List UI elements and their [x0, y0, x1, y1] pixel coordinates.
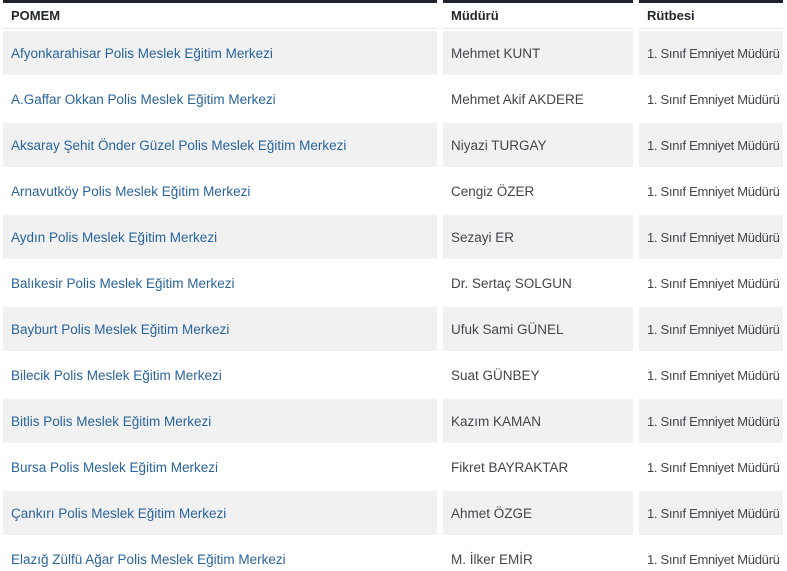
- pomem-cell: Aksaray Şehit Önder Güzel Polis Meslek E…: [3, 123, 437, 167]
- pomem-link[interactable]: A.Gaffar Okkan Polis Meslek Eğitim Merke…: [11, 91, 276, 107]
- rutbe-cell: 1. Sınıf Emniyet Müdürü: [639, 31, 783, 75]
- pomem-cell: Bursa Polis Meslek Eğitim Merkezi: [3, 445, 437, 489]
- pomem-cell: Aydın Polis Meslek Eğitim Merkezi: [3, 215, 437, 259]
- mudur-cell: Sezayi ER: [443, 215, 633, 259]
- rutbe-cell: 1. Sınıf Emniyet Müdürü: [639, 307, 783, 351]
- table-row: Elazığ Zülfü Ağar Polis Meslek Eğitim Me…: [3, 537, 783, 571]
- table-row: Aksaray Şehit Önder Güzel Polis Meslek E…: [3, 123, 783, 167]
- mudur-cell: Niyazi TURGAY: [443, 123, 633, 167]
- pomem-link[interactable]: Bursa Polis Meslek Eğitim Merkezi: [11, 459, 219, 475]
- pomem-link[interactable]: Elazığ Zülfü Ağar Polis Meslek Eğitim Me…: [11, 551, 286, 567]
- pomem-cell: Elazığ Zülfü Ağar Polis Meslek Eğitim Me…: [3, 537, 437, 571]
- rutbe-cell: 1. Sınıf Emniyet Müdürü: [639, 261, 783, 305]
- rutbe-cell: 1. Sınıf Emniyet Müdürü: [639, 537, 783, 571]
- pomem-cell: Bayburt Polis Meslek Eğitim Merkezi: [3, 307, 437, 351]
- rutbe-cell: 1. Sınıf Emniyet Müdürü: [639, 399, 783, 443]
- mudur-cell: Cengiz ÖZER: [443, 169, 633, 213]
- pomem-cell: Bilecik Polis Meslek Eğitim Merkezi: [3, 353, 437, 397]
- pomem-link[interactable]: Çankırı Polis Meslek Eğitim Merkezi: [11, 505, 227, 521]
- table-row: Balıkesir Polis Meslek Eğitim Merkezi Dr…: [3, 261, 783, 305]
- header-mudur: Müdürü: [443, 0, 633, 29]
- pomem-link[interactable]: Balıkesir Polis Meslek Eğitim Merkezi: [11, 275, 235, 291]
- table-row: Bilecik Polis Meslek Eğitim Merkezi Suat…: [3, 353, 783, 397]
- table-row: Arnavutköy Polis Meslek Eğitim Merkezi C…: [3, 169, 783, 213]
- pomem-link[interactable]: Bilecik Polis Meslek Eğitim Merkezi: [11, 367, 222, 383]
- pomem-cell: Çankırı Polis Meslek Eğitim Merkezi: [3, 491, 437, 535]
- rutbe-cell: 1. Sınıf Emniyet Müdürü: [639, 215, 783, 259]
- pomem-cell: Afyonkarahisar Polis Meslek Eğitim Merke…: [3, 31, 437, 75]
- mudur-cell: Ahmet ÖZGE: [443, 491, 633, 535]
- table-row: Afyonkarahisar Polis Meslek Eğitim Merke…: [3, 31, 783, 75]
- rutbe-cell: 1. Sınıf Emniyet Müdürü: [639, 445, 783, 489]
- rutbe-cell: 1. Sınıf Emniyet Müdürü: [639, 169, 783, 213]
- pomem-link[interactable]: Arnavutköy Polis Meslek Eğitim Merkezi: [11, 183, 251, 199]
- table-row: Bitlis Polis Meslek Eğitim Merkezi Kazım…: [3, 399, 783, 443]
- mudur-cell: Kazım KAMAN: [443, 399, 633, 443]
- mudur-cell: Mehmet Akif AKDERE: [443, 77, 633, 121]
- header-rutbe: Rütbesi: [639, 0, 783, 29]
- mudur-cell: Dr. Sertaç SOLGUN: [443, 261, 633, 305]
- mudur-cell: Suat GÜNBEY: [443, 353, 633, 397]
- rutbe-cell: 1. Sınıf Emniyet Müdürü: [639, 491, 783, 535]
- header-pomem: POMEM: [3, 0, 437, 29]
- mudur-cell: M. İlker EMİR: [443, 537, 633, 571]
- rutbe-cell: 1. Sınıf Emniyet Müdürü: [639, 353, 783, 397]
- table-row: Çankırı Polis Meslek Eğitim Merkezi Ahme…: [3, 491, 783, 535]
- pomem-link[interactable]: Afyonkarahisar Polis Meslek Eğitim Merke…: [11, 45, 273, 61]
- pomem-link[interactable]: Bayburt Polis Meslek Eğitim Merkezi: [11, 321, 230, 337]
- table-row: Bayburt Polis Meslek Eğitim Merkezi Ufuk…: [3, 307, 783, 351]
- pomem-cell: Bitlis Polis Meslek Eğitim Merkezi: [3, 399, 437, 443]
- mudur-cell: Fikret BAYRAKTAR: [443, 445, 633, 489]
- pomem-cell: A.Gaffar Okkan Polis Meslek Eğitim Merke…: [3, 77, 437, 121]
- table-header-row: POMEM Müdürü Rütbesi: [3, 0, 783, 29]
- mudur-cell: Mehmet KUNT: [443, 31, 633, 75]
- rutbe-cell: 1. Sınıf Emniyet Müdürü: [639, 77, 783, 121]
- pomem-cell: Balıkesir Polis Meslek Eğitim Merkezi: [3, 261, 437, 305]
- table-row: A.Gaffar Okkan Polis Meslek Eğitim Merke…: [3, 77, 783, 121]
- mudur-cell: Ufuk Sami GÜNEL: [443, 307, 633, 351]
- pomem-cell: Arnavutköy Polis Meslek Eğitim Merkezi: [3, 169, 437, 213]
- rutbe-cell: 1. Sınıf Emniyet Müdürü: [639, 123, 783, 167]
- pomem-link[interactable]: Aksaray Şehit Önder Güzel Polis Meslek E…: [11, 137, 347, 153]
- pomem-link[interactable]: Bitlis Polis Meslek Eğitim Merkezi: [11, 413, 212, 429]
- table-row: Aydın Polis Meslek Eğitim Merkezi Sezayi…: [3, 215, 783, 259]
- table-row: Bursa Polis Meslek Eğitim Merkezi Fikret…: [3, 445, 783, 489]
- pomem-link[interactable]: Aydın Polis Meslek Eğitim Merkezi: [11, 229, 218, 245]
